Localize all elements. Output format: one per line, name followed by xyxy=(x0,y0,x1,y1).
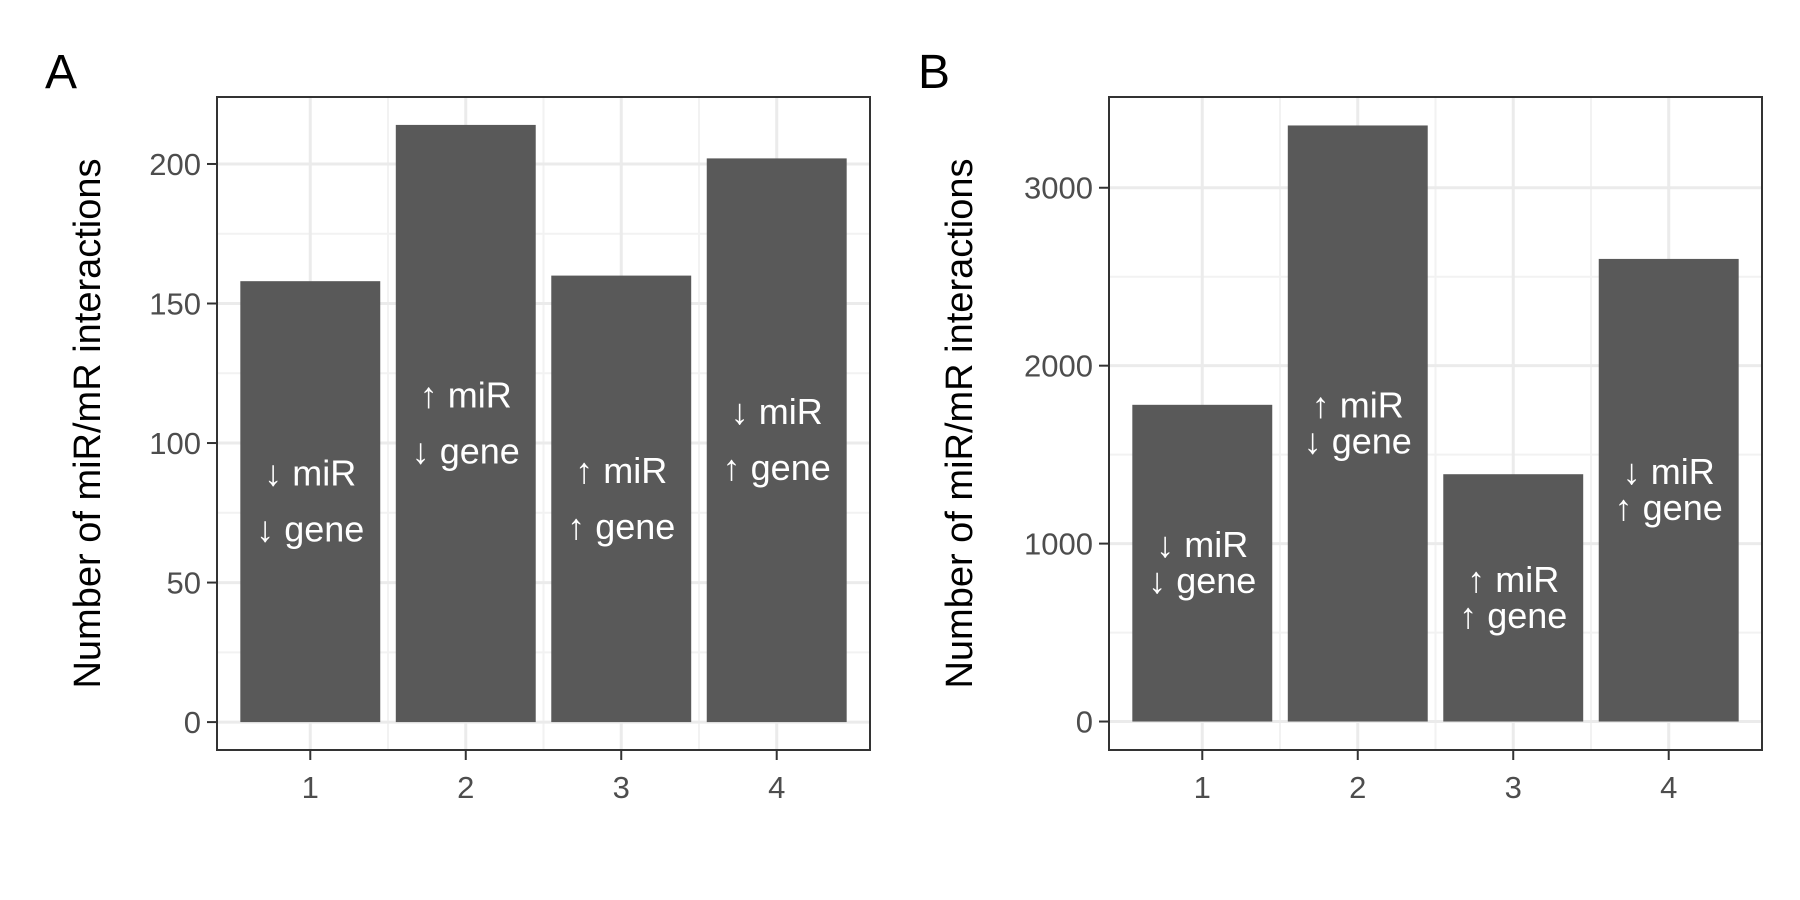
bar-label: ↑ gene xyxy=(567,506,675,547)
bar-2 xyxy=(395,124,536,723)
x-tick-label: 1 xyxy=(302,770,319,805)
bar-label: ↑ gene xyxy=(1459,595,1567,636)
y-tick-label: 1000 xyxy=(1024,527,1093,562)
y-axis-title: Number of miR/mR interactions xyxy=(939,158,981,688)
bar-label: ↑ miR xyxy=(1467,559,1559,600)
panel-border xyxy=(216,96,871,751)
bar-label: ↓ gene xyxy=(256,509,364,550)
y-tick-label: 50 xyxy=(167,566,201,601)
x-tick-label: 1 xyxy=(1194,770,1211,805)
panel-letter: A xyxy=(45,46,77,99)
y-axis-title: Number of miR/mR interactions xyxy=(67,158,109,688)
bar-label: ↑ miR xyxy=(575,450,667,491)
x-tick-label: 2 xyxy=(457,770,474,805)
panel-a: ↓ miR ↓ gene ↑ miR ↓ gene ↑ miR ↑ gene ↓ miR ↑ … xyxy=(45,46,871,805)
bar-label: ↑ gene xyxy=(1615,487,1723,528)
bar-label: ↓ gene xyxy=(1304,421,1412,462)
y-tick-label: 100 xyxy=(149,426,201,461)
x-tick-label: 4 xyxy=(1660,770,1677,805)
bar-2 xyxy=(1287,125,1428,722)
panel-letter: B xyxy=(918,46,950,99)
bar-label: ↑ miR xyxy=(1312,385,1404,426)
bar-label: ↑ miR xyxy=(420,375,512,416)
y-tick-label: 0 xyxy=(1076,705,1093,740)
panel-border xyxy=(1108,96,1763,751)
bar-label: ↓ miR xyxy=(1623,451,1715,492)
x-tick-label: 3 xyxy=(613,770,630,805)
x-tick-label: 3 xyxy=(1505,770,1522,805)
bar-label: ↓ miR xyxy=(731,391,823,432)
bar-1 xyxy=(1132,404,1273,722)
bar-label: ↓ miR xyxy=(1156,524,1248,565)
bar-label: ↓ gene xyxy=(1148,560,1256,601)
x-tick-label: 4 xyxy=(768,770,785,805)
y-tick-label: 3000 xyxy=(1024,171,1093,206)
x-tick-label: 2 xyxy=(1349,770,1366,805)
bar-label: ↓ gene xyxy=(412,431,520,472)
y-tick-label: 0 xyxy=(184,705,201,740)
y-tick-label: 2000 xyxy=(1024,349,1093,384)
panel-b: ↓ miR↓ gene↑ miR↓ gene↑ miR↑ gene↓ miR↑ … xyxy=(918,46,1763,805)
bar-3 xyxy=(551,275,692,723)
y-tick-label: 200 xyxy=(149,147,201,182)
y-tick-label: 150 xyxy=(149,287,201,322)
bar-label: ↓ miR xyxy=(264,453,356,494)
bar-3 xyxy=(1443,474,1584,722)
bar-4 xyxy=(1598,258,1739,722)
bar-4 xyxy=(706,158,847,723)
bar-1 xyxy=(240,281,381,723)
bar-label: ↑ gene xyxy=(723,447,831,488)
